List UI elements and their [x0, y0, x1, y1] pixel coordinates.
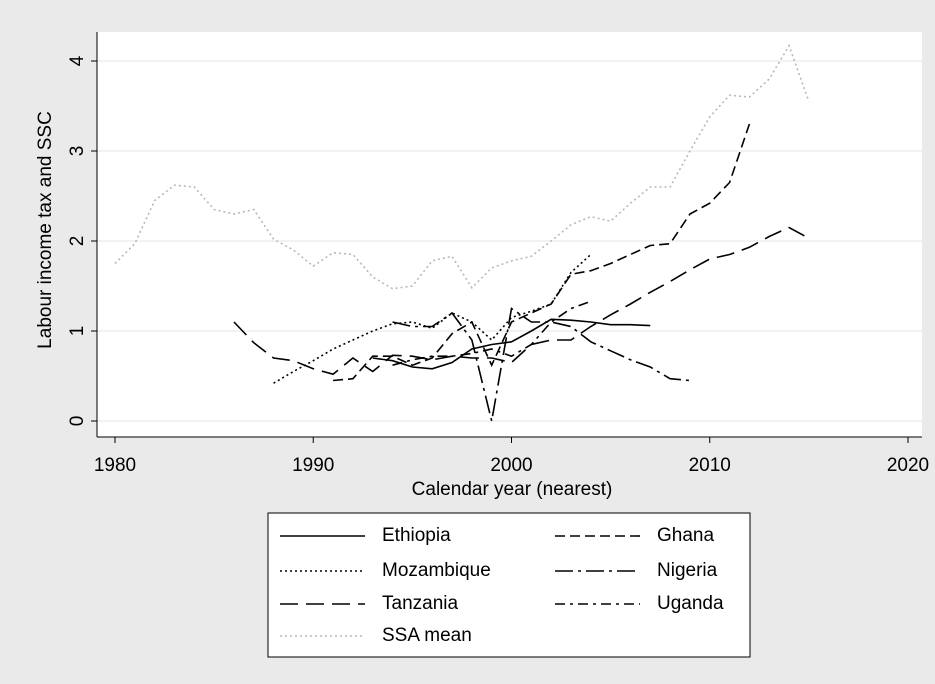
series-line [233, 226, 810, 376]
x-axis-title: Calendar year (nearest) [412, 479, 613, 500]
series-line [392, 300, 592, 366]
x-tick-label: 1980 [94, 455, 136, 476]
legend-label: Ghana [657, 525, 714, 546]
legend-label: SSA mean [382, 625, 472, 646]
y-tick-label: 1 [67, 326, 88, 337]
legend-box [267, 512, 751, 658]
y-tick-label: 3 [67, 146, 88, 157]
series-line [273, 253, 592, 384]
y-tick-label: 4 [67, 55, 88, 66]
series-line [372, 318, 651, 370]
legend-label: Tanzania [382, 593, 458, 614]
y-axis-title: Labour income tax and SSC [35, 111, 56, 349]
legend-label: Ethiopia [382, 525, 451, 546]
series-line [392, 307, 690, 422]
x-tick-label: 2010 [689, 455, 731, 476]
legend-label: Mozambique [382, 560, 491, 581]
series-line [333, 123, 751, 382]
x-tick-label: 1990 [292, 455, 334, 476]
x-tick-label: 2020 [887, 455, 929, 476]
legend-label: Nigeria [657, 560, 718, 581]
plot-area [97, 32, 922, 437]
y-tick-label: 2 [67, 236, 88, 247]
y-tick-label: 0 [67, 416, 88, 427]
x-tick-label: 2000 [490, 455, 532, 476]
legend-label: Uganda [657, 593, 724, 614]
